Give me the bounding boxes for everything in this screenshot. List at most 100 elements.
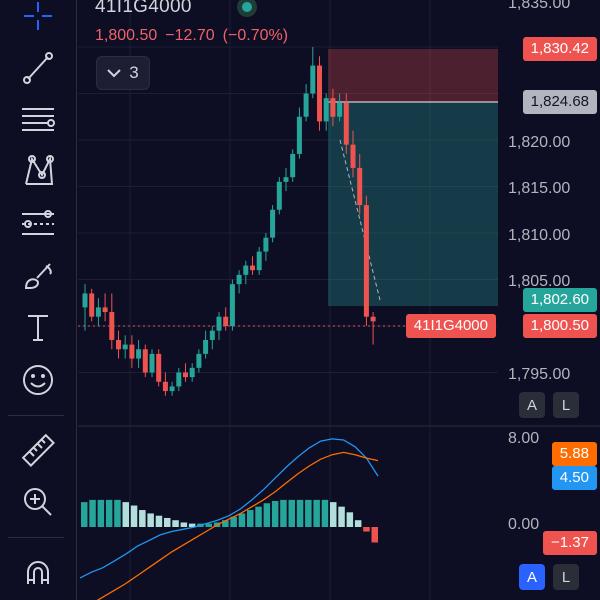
histogram-bar (139, 510, 146, 527)
drawing-toolbar (0, 0, 77, 600)
histogram-bar (238, 513, 246, 527)
candle-body (216, 316, 222, 331)
candle-body (270, 209, 276, 238)
stop-loss-price-tag[interactable]: 1,830.42 (522, 37, 597, 61)
crosshair-icon[interactable] (14, 0, 62, 40)
candle-body (310, 65, 316, 94)
candle-body (102, 307, 108, 313)
text-icon[interactable] (14, 306, 62, 350)
candle-body (276, 181, 282, 210)
histogram-bar (222, 520, 229, 527)
candle-body (263, 237, 269, 252)
price-axis-label: 1,820.00 (508, 134, 571, 151)
candle-body (109, 312, 115, 340)
long-position-icon[interactable] (14, 202, 62, 246)
auto-scale-button[interactable]: A (519, 392, 545, 418)
candle-body (243, 265, 249, 275)
price-axis-label: 1,835.00 (508, 0, 571, 12)
histogram-bar (81, 502, 88, 527)
indicator-count: 3 (129, 63, 139, 82)
fib-retracement-icon[interactable] (14, 97, 62, 141)
candle-body (370, 316, 376, 322)
zoom-in-icon[interactable] (14, 480, 62, 524)
ruler-icon[interactable] (14, 428, 62, 472)
log-scale-button[interactable]: L (553, 392, 579, 418)
candle-body (162, 381, 168, 392)
histogram-bar (97, 499, 105, 527)
histogram-bar (122, 502, 129, 527)
indicator-axis-label: 0.00 (508, 516, 540, 533)
histogram-bar (296, 499, 304, 527)
candle-body (189, 367, 195, 378)
price-axis-label: 1,805.00 (508, 273, 571, 290)
histogram-bar (330, 502, 337, 527)
trend-line-icon[interactable] (14, 45, 62, 89)
candle-body (122, 344, 128, 350)
signal-line (96, 451, 379, 600)
stop-loss-zone[interactable] (328, 49, 498, 102)
histogram-bar (114, 499, 121, 527)
candle-body (203, 339, 209, 354)
candle-body (357, 167, 363, 206)
candle-body (136, 349, 142, 359)
candle-body (82, 293, 88, 308)
macd-indicator (79, 438, 379, 600)
candle-body (303, 93, 309, 117)
candle-body (290, 153, 296, 178)
histogram-bar (89, 499, 96, 527)
candle-body (209, 330, 215, 340)
candle-body (196, 353, 202, 368)
emoji-icon[interactable] (14, 358, 62, 402)
candle-body (176, 372, 182, 387)
candles (82, 47, 376, 396)
histogram-bar (354, 520, 362, 527)
candle-body (156, 353, 162, 382)
histogram-bar (172, 520, 179, 527)
brush-icon[interactable] (14, 254, 62, 298)
toolbar-divider (8, 415, 64, 416)
entry-price-tag[interactable]: 1,824.68 (522, 90, 597, 114)
histogram-bar (155, 515, 163, 527)
candle-body (363, 205, 369, 317)
magnet-icon[interactable] (14, 552, 62, 596)
candle-body (343, 102, 349, 145)
chevron-down-icon (107, 69, 121, 78)
histogram-bar (247, 510, 254, 527)
candle-body (236, 274, 242, 285)
histogram-bar (105, 499, 113, 527)
candle-body (256, 251, 262, 271)
xabcd-pattern-icon[interactable] (14, 149, 62, 193)
histogram-bar (147, 513, 154, 527)
candle-body (129, 344, 135, 359)
histogram-bar (346, 512, 354, 527)
target-price-tag[interactable]: 1,802.60 (522, 288, 597, 312)
candle-body (223, 316, 229, 326)
candle-body (337, 102, 343, 117)
indicators-collapse-button[interactable]: 3 (96, 56, 150, 90)
candle-body (330, 98, 336, 117)
histogram-bar (271, 501, 279, 527)
indicator-log-scale-button[interactable]: L (553, 564, 579, 590)
indicator-auto-scale-button[interactable]: A (519, 564, 545, 590)
market-status-icon (237, 0, 257, 17)
candle-body (149, 353, 155, 373)
histogram-bar (363, 527, 370, 532)
candle-body (229, 284, 235, 326)
toolbar-divider (8, 537, 64, 538)
histogram-bar (280, 499, 287, 527)
indicator-axis-label: 8.00 (508, 430, 540, 447)
candle-body (183, 372, 188, 378)
histogram-bar (255, 506, 262, 527)
symbol-name[interactable]: 41I1G4000 (95, 0, 192, 17)
candle-body (169, 386, 175, 392)
last-price-tag[interactable]: 1,800.50 (522, 314, 597, 338)
histogram-bar (263, 503, 271, 527)
candle-body (116, 339, 121, 350)
candle-body (142, 349, 148, 373)
histogram-bar (205, 523, 212, 527)
price-axis-label: 1,810.00 (508, 227, 571, 244)
histogram-bar (188, 523, 196, 527)
histogram-bar (230, 516, 237, 527)
histogram-value-tag: −1.37 (543, 531, 597, 555)
